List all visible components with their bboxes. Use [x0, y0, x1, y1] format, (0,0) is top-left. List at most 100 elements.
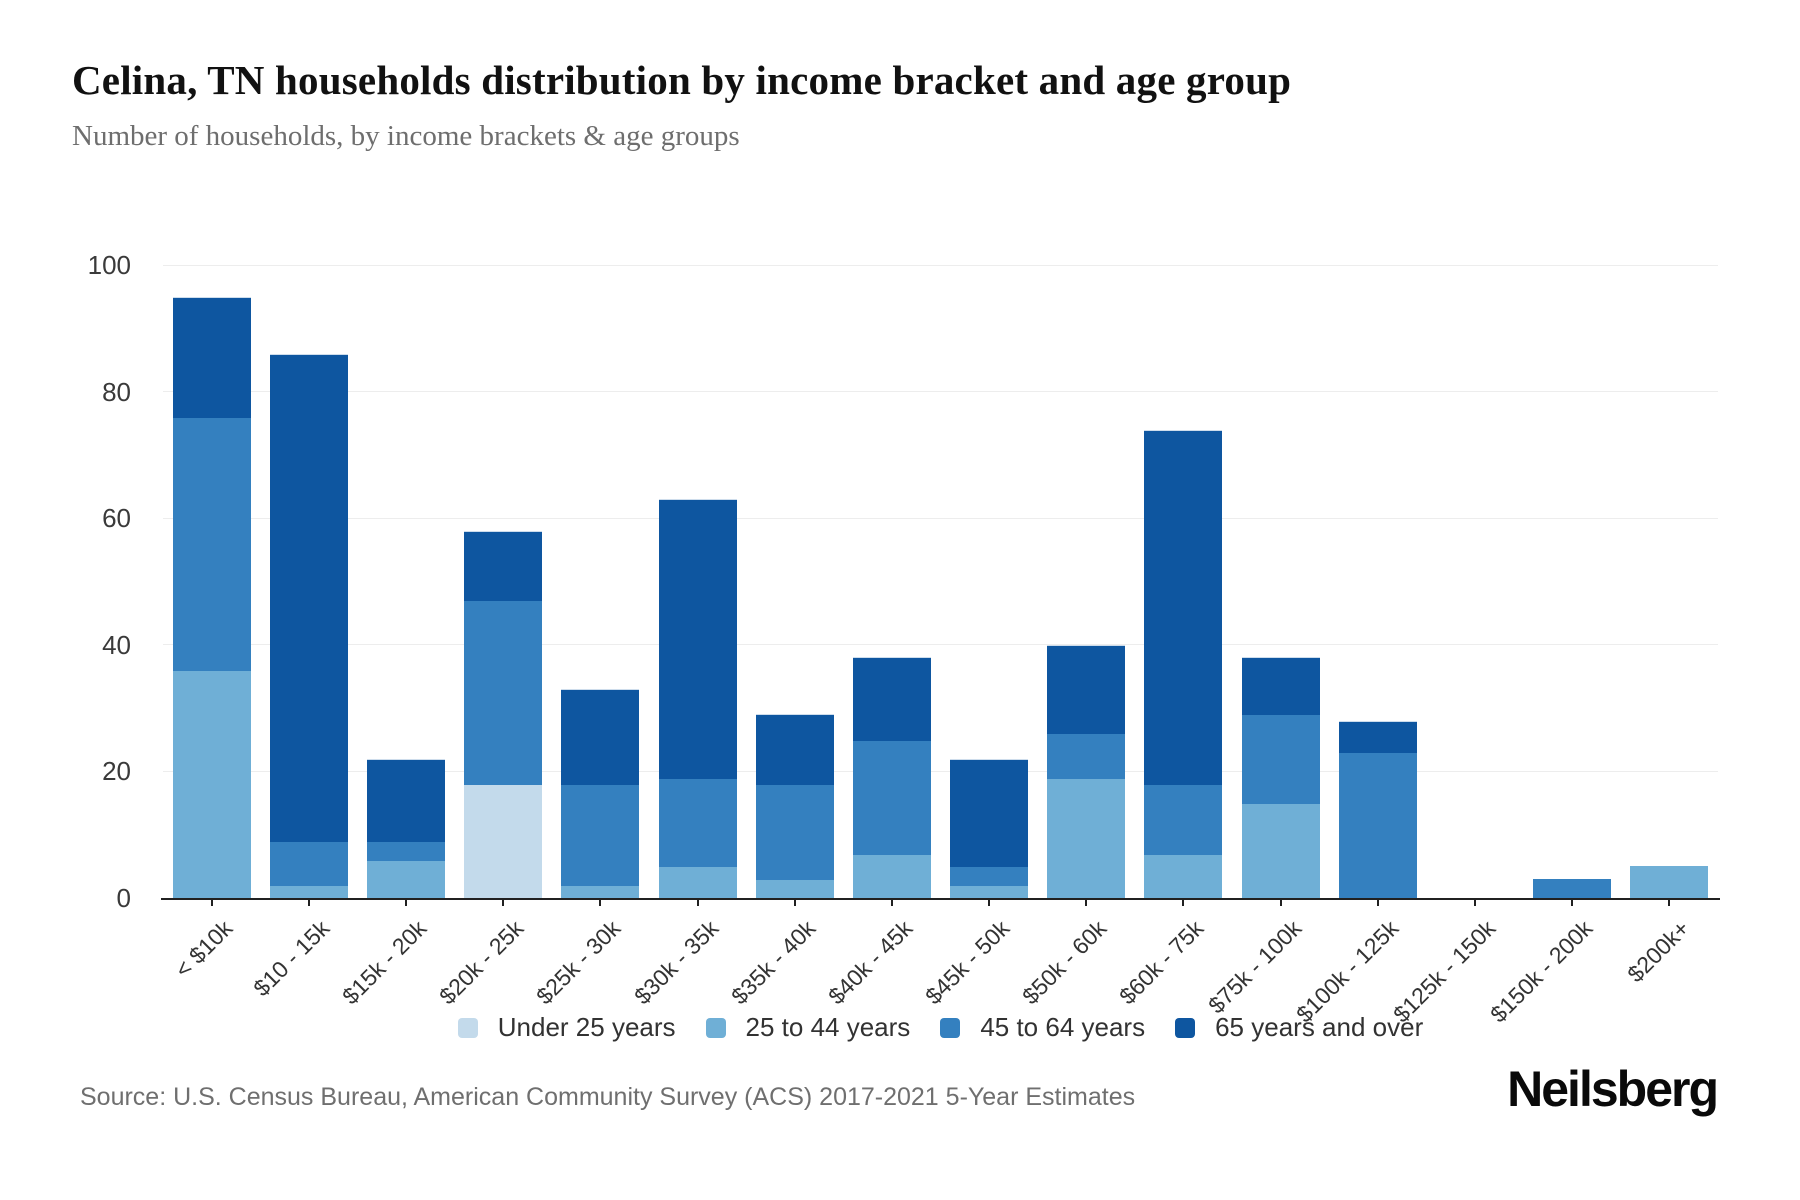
bar-segment-45k-50k-45-to-64-years[interactable]: [950, 866, 1029, 887]
legend-item-under-25-years[interactable]: Under 25 years: [457, 1012, 676, 1043]
neilsberg-logo: Neilsberg: [1507, 1061, 1719, 1117]
bar-segment-30k-35k-45-to-64-years[interactable]: [658, 777, 737, 868]
legend-item-25-to-44-years[interactable]: 25 to 44 years: [705, 1012, 911, 1043]
legend-swatch-25-to-44-years: [705, 1017, 726, 1038]
x-axis-label-45k-50k: $45k - 50k: [920, 915, 1015, 1010]
x-axis-label-35k-40k: $35k - 40k: [725, 915, 821, 1010]
x-axis-line: [161, 898, 1720, 900]
legend-swatch-45-to-64-years: [940, 1017, 961, 1038]
y-axis-tick-20: 20: [102, 756, 131, 787]
chart-subtitle: Number of households, by income brackets…: [72, 120, 740, 152]
bar-segment-60k-75k-25-to-44-years[interactable]: [1144, 853, 1223, 898]
x-axis-label-30k-35k: $30k - 35k: [628, 915, 723, 1010]
legend-label-under-25-years: Under 25 years: [497, 1012, 676, 1042]
bar-segment-30k-35k-65-years-and-over[interactable]: [658, 499, 737, 779]
bar-segment-200k-25-to-44-years[interactable]: [1630, 866, 1709, 898]
x-axis-tick-25k-30k: [599, 900, 602, 906]
bar-segment-45k-50k-25-to-44-years[interactable]: [950, 885, 1029, 898]
legend-swatch-under-25-years: [457, 1017, 478, 1038]
x-axis-tick-100k-125k: [1376, 900, 1379, 906]
bar-segment-40k-45k-65-years-and-over[interactable]: [852, 657, 931, 741]
bar-segment-10-15k-45-to-64-years[interactable]: [269, 841, 348, 887]
bar-segment-100k-125k-65-years-and-over[interactable]: [1338, 720, 1417, 754]
bar-segment-10k-65-years-and-over[interactable]: [172, 296, 251, 418]
x-axis-label-75k-100k: $75k - 100k: [1202, 915, 1307, 1019]
y-axis-tick-100: 100: [87, 250, 131, 280]
source-text: Source: U.S. Census Bureau, American Com…: [80, 1083, 1136, 1111]
bar-segment-35k-40k-45-to-64-years[interactable]: [755, 784, 834, 880]
gridline-y-40: [163, 644, 1718, 646]
x-axis-tick-200k: [1668, 900, 1671, 906]
bar-segment-10k-25-to-44-years[interactable]: [172, 670, 251, 898]
bar-segment-75k-100k-65-years-and-over[interactable]: [1241, 657, 1320, 716]
x-axis-label-10k: < $10k: [169, 915, 237, 983]
bar-segment-35k-40k-65-years-and-over[interactable]: [755, 714, 834, 786]
x-axis-tick-150k-200k: [1571, 900, 1574, 906]
bar-segment-20k-25k-65-years-and-over[interactable]: [464, 530, 543, 602]
bar-segment-25k-30k-45-to-64-years[interactable]: [561, 784, 640, 887]
x-axis-label-15k-20k: $15k - 20k: [337, 915, 432, 1010]
x-axis-tick-10k: [210, 900, 213, 906]
gridline-y-100: [163, 264, 1718, 266]
x-axis-tick-45k-50k: [988, 900, 991, 906]
legend-swatch-65-years-and-over: [1175, 1017, 1196, 1038]
bar-segment-100k-125k-45-to-64-years[interactable]: [1338, 752, 1417, 898]
bar-segment-30k-35k-25-to-44-years[interactable]: [658, 866, 737, 898]
x-axis-tick-75k-100k: [1279, 900, 1282, 906]
bar-segment-150k-200k-45-to-64-years[interactable]: [1533, 879, 1612, 898]
bar-segment-50k-60k-45-to-64-years[interactable]: [1047, 733, 1126, 779]
bar-segment-25k-30k-25-to-44-years[interactable]: [561, 885, 640, 898]
legend-item-65-years-and-over[interactable]: 65 years and over: [1175, 1012, 1423, 1043]
bar-segment-45k-50k-65-years-and-over[interactable]: [950, 758, 1029, 868]
bar-segment-40k-45k-25-to-44-years[interactable]: [852, 853, 931, 898]
x-axis-tick-15k-20k: [404, 900, 407, 906]
bar-segment-10k-45-to-64-years[interactable]: [172, 416, 251, 672]
y-axis-tick-60: 60: [102, 503, 131, 534]
x-axis-label-60k-75k: $60k - 75k: [1114, 915, 1209, 1010]
gridline-y-80: [163, 391, 1718, 393]
legend-label-45-to-64-years: 45 to 64 years: [980, 1012, 1146, 1042]
legend-label-25-to-44-years: 25 to 44 years: [745, 1012, 911, 1042]
bar-segment-50k-60k-25-to-44-years[interactable]: [1047, 777, 1126, 898]
bar-segment-60k-75k-45-to-64-years[interactable]: [1144, 784, 1223, 855]
bar-segment-40k-45k-45-to-64-years[interactable]: [852, 739, 931, 855]
legend: Under 25 years 25 to 44 years 45 to 64 yea…: [163, 1012, 1718, 1043]
bar-segment-10-15k-65-years-and-over[interactable]: [269, 353, 348, 843]
y-axis-tick-80: 80: [102, 376, 131, 407]
x-axis-tick-20k-25k: [502, 900, 505, 906]
x-axis-label-50k-60k: $50k - 60k: [1017, 915, 1112, 1010]
bar-segment-75k-100k-45-to-64-years[interactable]: [1241, 714, 1320, 805]
gridline-y-20: [163, 770, 1718, 772]
bar-segment-75k-100k-25-to-44-years[interactable]: [1241, 803, 1320, 898]
y-axis-tick-40: 40: [102, 629, 131, 660]
bar-segment-25k-30k-65-years-and-over[interactable]: [561, 689, 640, 786]
bar-segment-20k-25k-under-25-years[interactable]: [464, 784, 543, 898]
bar-segment-15k-20k-65-years-and-over[interactable]: [366, 758, 445, 843]
bar-segment-15k-20k-45-to-64-years[interactable]: [366, 841, 445, 861]
legend-label-65-years-and-over: 65 years and over: [1215, 1012, 1424, 1042]
bar-segment-35k-40k-25-to-44-years[interactable]: [755, 879, 834, 898]
bar-segment-15k-20k-25-to-44-years[interactable]: [366, 860, 445, 898]
chart-title: Celina, TN households distribution by in…: [72, 57, 1292, 103]
x-axis-tick-50k-60k: [1085, 900, 1088, 906]
x-axis-tick-10-15k: [307, 900, 310, 906]
legend-item-45-to-64-years[interactable]: 45 to 64 years: [940, 1012, 1145, 1043]
x-axis-tick-35k-40k: [793, 900, 796, 906]
bar-segment-60k-75k-65-years-and-over[interactable]: [1144, 429, 1223, 786]
x-axis-tick-40k-45k: [890, 900, 893, 906]
y-axis-tick-0: 0: [116, 883, 131, 913]
x-axis-tick-125k-150k: [1474, 900, 1477, 906]
x-axis-label-20k-25k: $20k - 25k: [434, 915, 529, 1010]
x-axis-tick-30k-35k: [696, 900, 699, 906]
x-axis-label-10-15k: $10 - 15k: [247, 915, 335, 1002]
bar-segment-10-15k-25-to-44-years[interactable]: [269, 885, 348, 898]
x-axis-tick-60k-75k: [1182, 900, 1185, 906]
x-axis-label-40k-45k: $40k - 45k: [822, 915, 918, 1010]
bar-segment-20k-25k-45-to-64-years[interactable]: [464, 600, 543, 786]
gridline-y-60: [163, 517, 1718, 519]
x-axis-label-200k: $200k+: [1622, 915, 1695, 988]
bar-segment-50k-60k-65-years-and-over[interactable]: [1047, 644, 1126, 735]
x-axis-label-25k-30k: $25k - 30k: [531, 915, 626, 1010]
